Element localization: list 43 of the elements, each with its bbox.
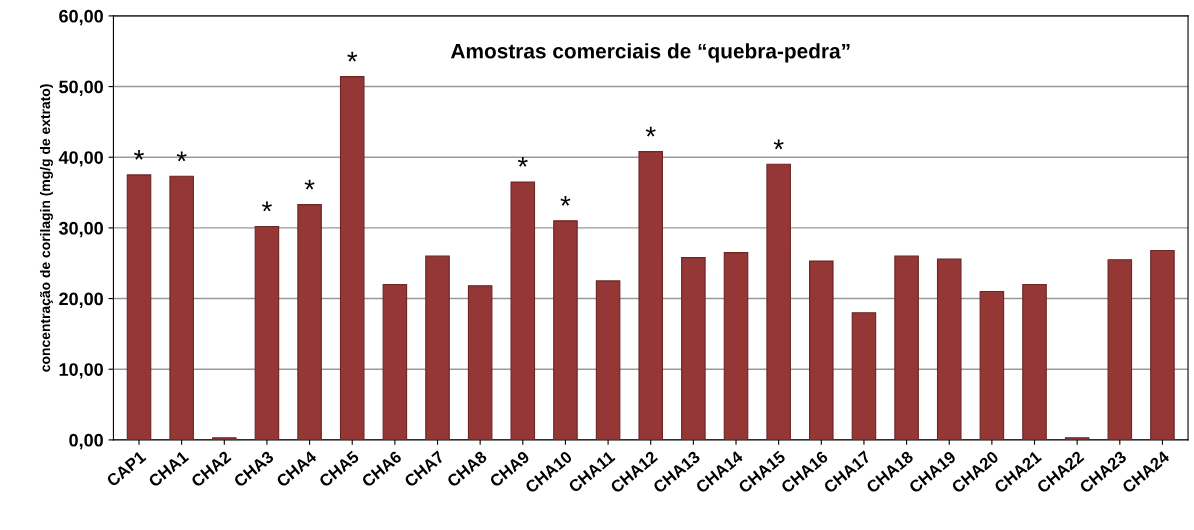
bar xyxy=(510,181,536,440)
bar xyxy=(851,312,877,440)
bar xyxy=(126,174,152,440)
bar xyxy=(1107,259,1133,440)
y-tick-label: 20,00 xyxy=(59,292,103,308)
bar xyxy=(382,283,408,440)
annotation: * xyxy=(773,139,784,150)
bar xyxy=(681,257,706,440)
bar xyxy=(638,151,664,440)
bar xyxy=(936,258,962,440)
bar xyxy=(467,285,493,440)
bar xyxy=(723,252,749,440)
y-tick-label: 10,00 xyxy=(59,363,103,379)
bar xyxy=(339,76,365,440)
y-tick-label: 40,00 xyxy=(58,151,103,167)
bar xyxy=(766,163,791,440)
annotation: * xyxy=(176,151,187,162)
y-tick-label: 0,00 xyxy=(69,433,103,450)
bar xyxy=(979,290,1005,440)
annotation: * xyxy=(134,150,144,160)
bar xyxy=(809,260,834,440)
y-tick-label: 50,00 xyxy=(59,80,103,96)
annotation: * xyxy=(347,51,358,62)
bar xyxy=(169,175,194,440)
y-axis-title: concentração de corilagin (mg/g de extrato) xyxy=(39,84,53,372)
annotation: * xyxy=(560,195,571,206)
bar xyxy=(1022,283,1047,440)
bar xyxy=(1064,437,1090,440)
annotation: * xyxy=(517,157,528,167)
bar xyxy=(595,280,621,440)
annotation: * xyxy=(304,179,315,190)
y-tick-label: 60,00 xyxy=(59,9,103,26)
bar xyxy=(1150,249,1175,440)
bar xyxy=(212,437,237,440)
bar xyxy=(553,220,578,440)
y-tick-label: 30,00 xyxy=(58,221,103,238)
annotation: * xyxy=(261,201,272,212)
text: Amostras comerciais de “quebra-pedra” xyxy=(450,43,850,63)
bar xyxy=(425,255,450,440)
bar xyxy=(254,225,280,440)
bar xyxy=(894,255,919,440)
annotation: * xyxy=(645,126,656,137)
bar xyxy=(297,204,322,440)
